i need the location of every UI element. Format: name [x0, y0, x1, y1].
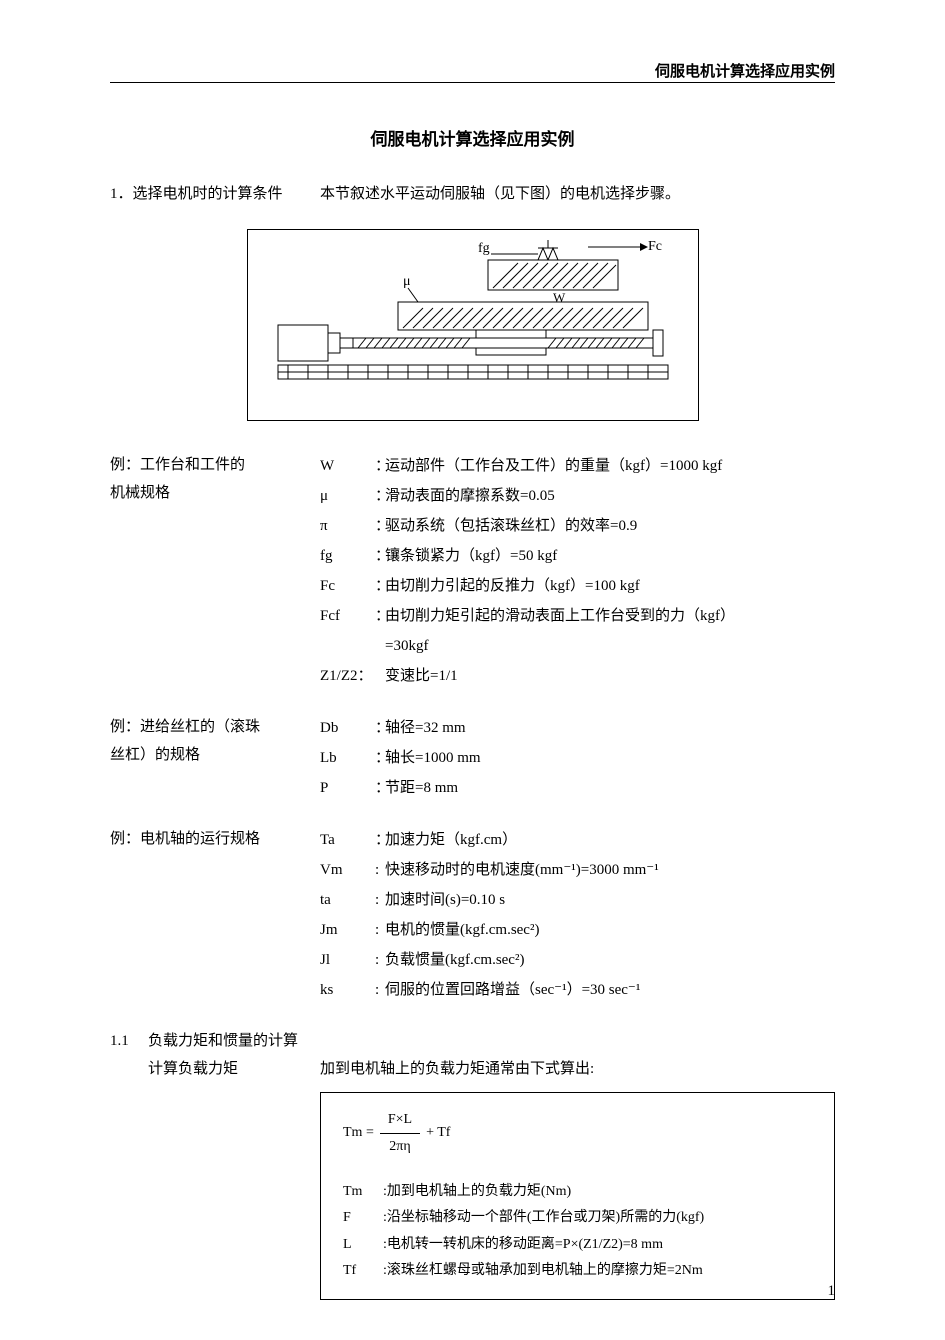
spec-Fcf: Fcf：由切削力矩引起的滑动表面上工作台受到的力（kgf）	[320, 601, 835, 631]
formula-box: Tm = F×L 2πη + Tf Tm:加到电机轴上的负载力矩(Nm) F:沿…	[320, 1092, 835, 1301]
diagram-mu-label: μ	[403, 274, 411, 289]
section-1-body: 本节叙述水平运动伺服轴（见下图）的电机选择步骤。	[320, 180, 835, 209]
section-11-header: 1.1 负载力矩和惯量的计算	[110, 1027, 835, 1056]
page-number: 1	[828, 1283, 836, 1300]
fdef-Tm: Tm:加到电机轴上的负载力矩(Nm)	[343, 1179, 816, 1206]
spec-Fcf-cont: =30kgf	[320, 631, 835, 661]
motor-row: 例：电机轴的运行规格 Ta：加速力矩（kgf.cm） Vm:快速移动时的电机速度…	[110, 825, 835, 1005]
section-1-row: 1．选择电机时的计算条件 本节叙述水平运动伺服轴（见下图）的电机选择步骤。	[110, 180, 835, 209]
spec-Fc: Fc：由切削力引起的反推力（kgf）=100 kgf	[320, 571, 835, 601]
spec-P: P：节距=8 mm	[320, 773, 835, 803]
spec-Jm: Jm:电机的惯量(kgf.cm.sec²)	[320, 915, 835, 945]
document-page: 伺服电机计算选择应用实例 伺服电机计算选择应用实例 1．选择电机时的计算条件 本…	[0, 0, 945, 1340]
spec-pi: π：驱动系统（包括滚珠丝杠）的效率=0.9	[320, 511, 835, 541]
spec-mu: μ：滑动表面的摩擦系数=0.05	[320, 481, 835, 511]
motor-label: 例：电机轴的运行规格	[110, 825, 320, 854]
spec-Lb: Lb：轴长=1000 mm	[320, 743, 835, 773]
mech-row: 例：工作台和工件的 机械规格 W：运动部件（工作台及工件）的重量（kgf）=10…	[110, 451, 835, 691]
spec-Ta: Ta：加速力矩（kgf.cm）	[320, 825, 835, 855]
running-header: 伺服电机计算选择应用实例	[655, 60, 835, 81]
mech-label: 例：工作台和工件的 机械规格	[110, 451, 320, 508]
mech-specs: W：运动部件（工作台及工件）的重量（kgf）=1000 kgf μ：滑动表面的摩…	[320, 451, 835, 691]
formula-lhs: Tm =	[343, 1120, 374, 1147]
section-11-label2-wrap: 计算负载力矩	[110, 1055, 320, 1084]
section-11-label1: 负载力矩和惯量的计算	[148, 1027, 298, 1056]
section-11-text: 加到电机轴上的负载力矩通常由下式算出:	[320, 1055, 835, 1084]
diagram-fc-label: Fc	[648, 239, 662, 254]
mech-label-2: 机械规格	[110, 479, 320, 508]
spec-Vm: Vm:快速移动时的电机速度(mm⁻¹)=3000 mm⁻¹	[320, 855, 835, 885]
spec-ratio: Z1/Z2：变速比=1/1	[320, 661, 835, 691]
formula-plus: + Tf	[426, 1120, 450, 1147]
screw-label: 例：进给丝杠的（滚珠 丝杠）的规格	[110, 713, 320, 770]
motor-specs: Ta：加速力矩（kgf.cm） Vm:快速移动时的电机速度(mm⁻¹)=3000…	[320, 825, 835, 1005]
spec-Db: Db：轴径=32 mm	[320, 713, 835, 743]
spec-ta: ta:加速时间(s)=0.10 s	[320, 885, 835, 915]
page-title: 伺服电机计算选择应用实例	[110, 125, 835, 150]
section-11-row2: 计算负载力矩 加到电机轴上的负载力矩通常由下式算出:	[110, 1055, 835, 1084]
servo-diagram: μ fg W Fc	[247, 229, 699, 421]
screw-label-2: 丝杠）的规格	[110, 741, 320, 770]
diagram-fg-label: fg	[478, 241, 490, 256]
fdef-Tf: Tf:滚珠丝杠螺母或轴承加到电机轴上的摩擦力矩=2Nm	[343, 1258, 816, 1285]
section-1-text: 选择电机时的计算条件	[133, 186, 283, 202]
section-11-num: 1.1	[110, 1027, 148, 1056]
fdef-F: F:沿坐标轴移动一个部件(工作台或刀架)所需的力(kgf)	[343, 1205, 816, 1232]
formula-fraction: F×L 2πη	[380, 1107, 420, 1161]
mech-label-1: 例：工作台和工件的	[110, 451, 320, 480]
spec-fg: fg：镶条锁紧力（kgf）=50 kgf	[320, 541, 835, 571]
screw-row: 例：进给丝杠的（滚珠 丝杠）的规格 Db：轴径=32 mm Lb：轴长=1000…	[110, 713, 835, 803]
formula-numerator: F×L	[380, 1107, 420, 1135]
formula-denominator: 2πη	[380, 1134, 420, 1161]
diagram-w-label: W	[553, 290, 566, 305]
diagram-container: μ fg W Fc	[110, 229, 835, 421]
screw-specs: Db：轴径=32 mm Lb：轴长=1000 mm P：节距=8 mm	[320, 713, 835, 803]
spec-ks: ks:伺服的位置回路增益（sec⁻¹）=30 sec⁻¹	[320, 975, 835, 1005]
fdef-L: L:电机转一转机床的移动距离=P×(Z1/Z2)=8 mm	[343, 1232, 816, 1259]
section-1-label: 1．选择电机时的计算条件	[110, 180, 320, 209]
header-rule	[110, 82, 835, 83]
spec-W: W：运动部件（工作台及工件）的重量（kgf）=1000 kgf	[320, 451, 835, 481]
formula-row: Tm = F×L 2πη + Tf Tm:加到电机轴上的负载力矩(Nm) F:沿…	[110, 1084, 835, 1301]
section-1-num: 1．	[110, 186, 133, 202]
formula-equation: Tm = F×L 2πη + Tf	[343, 1107, 816, 1161]
section-11-label2: 计算负载力矩	[148, 1061, 238, 1077]
spec-Jl: Jl:负载惯量(kgf.cm.sec²)	[320, 945, 835, 975]
screw-label-1: 例：进给丝杠的（滚珠	[110, 713, 320, 742]
